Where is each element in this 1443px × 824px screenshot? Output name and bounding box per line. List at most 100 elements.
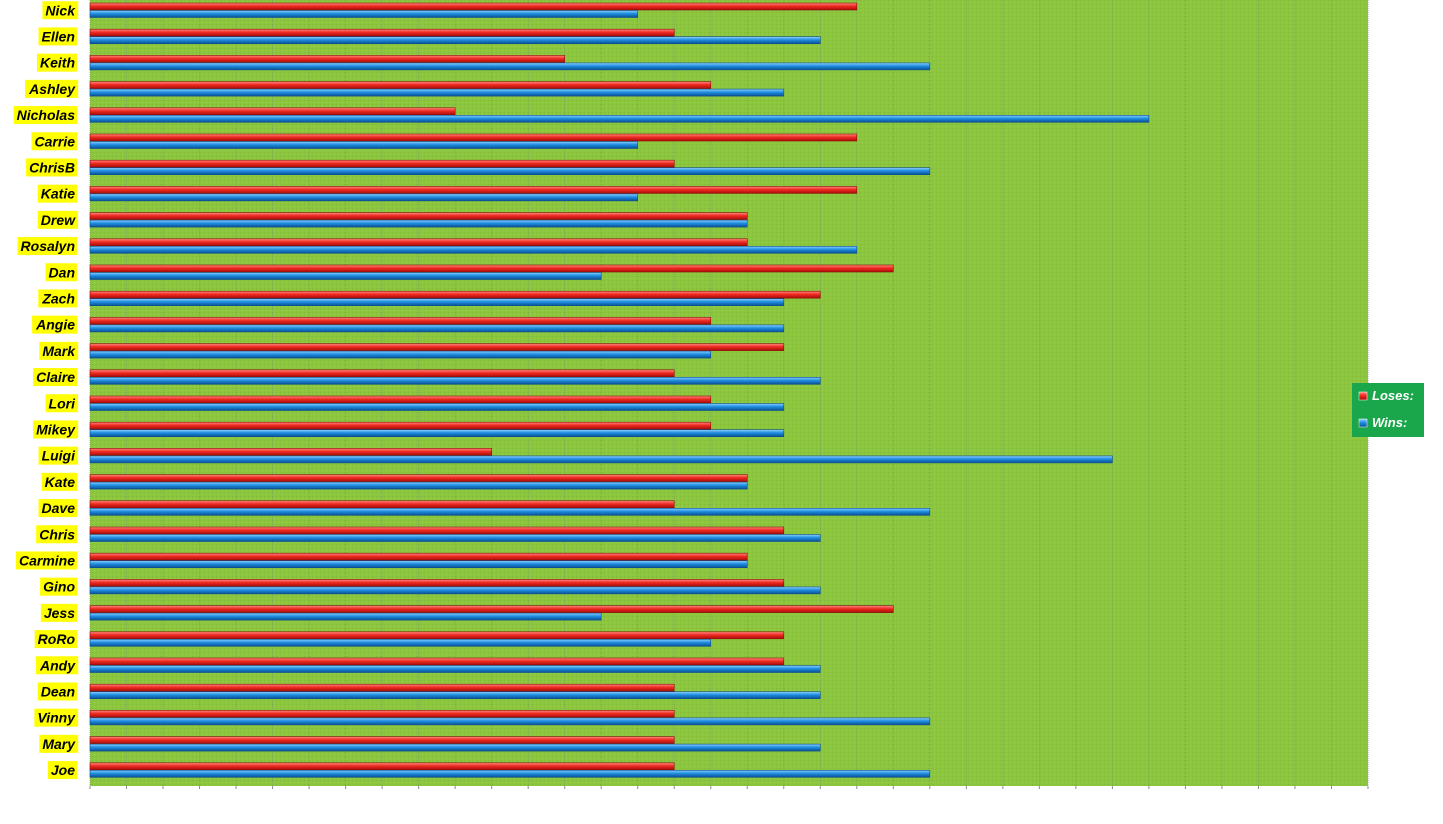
- category-label: Nicholas: [17, 107, 76, 123]
- legend-swatch-wins: [1358, 418, 1368, 428]
- loses-bar: [89, 212, 748, 220]
- legend-swatch-loses: [1358, 391, 1368, 401]
- loses-bar: [89, 421, 712, 430]
- wins-bar: [89, 665, 821, 673]
- wins-bar: [89, 62, 931, 71]
- category-label-highlight: [45, 263, 77, 282]
- wins-bar: [89, 612, 602, 621]
- loses-bar: [89, 55, 565, 63]
- wins-bar: [89, 219, 748, 228]
- loses-bar: [89, 2, 858, 11]
- loses-bar: [89, 710, 675, 718]
- category-label: Carmine: [19, 552, 75, 568]
- loses-bar: [89, 657, 785, 666]
- category-label-highlight: [33, 420, 79, 439]
- loses-bar: [89, 448, 492, 456]
- category-label: Angie: [35, 317, 75, 333]
- wins-bar: [89, 586, 821, 595]
- category-label-highlight: [37, 210, 79, 229]
- category-label: Ashley: [28, 81, 76, 97]
- category-label: Joe: [51, 762, 75, 778]
- category-label: Gino: [43, 579, 75, 595]
- category-label-highlight: [36, 656, 79, 675]
- wins-bar: [89, 691, 821, 700]
- category-label-highlight: [38, 289, 77, 308]
- category-label: Rosalyn: [21, 238, 75, 254]
- category-label-highlight: [41, 472, 78, 491]
- category-label: Andy: [39, 657, 76, 673]
- loses-bar: [89, 395, 712, 404]
- legend: Loses: Wins:: [1352, 383, 1424, 437]
- category-label: Kate: [45, 474, 76, 490]
- category-label: Claire: [36, 369, 75, 385]
- loses-bar: [89, 605, 894, 613]
- wins-bar: [89, 10, 639, 18]
- category-label-highlight: [47, 761, 78, 780]
- category-label: Chris: [39, 526, 75, 542]
- category-label-highlight: [15, 551, 78, 570]
- wins-bar: [89, 743, 821, 752]
- loses-bar: [89, 290, 821, 299]
- category-label-highlight: [37, 184, 78, 203]
- category-label: ChrisB: [29, 159, 75, 175]
- wins-bar: [89, 246, 858, 254]
- wins-bar: [89, 481, 748, 490]
- loses-bar: [89, 526, 785, 535]
- wins-bar: [89, 36, 821, 45]
- category-label: Jess: [44, 605, 75, 621]
- wins-bar: [89, 769, 931, 778]
- wins-bar: [89, 193, 639, 202]
- category-label-highlight: [39, 341, 79, 360]
- wins-bar: [89, 429, 785, 438]
- loses-bar: [89, 683, 675, 692]
- category-label-highlight: [33, 368, 78, 387]
- loses-bar: [89, 186, 858, 194]
- category-label-highlight: [34, 708, 79, 727]
- wins-bar: [89, 167, 931, 175]
- category-label: Carrie: [35, 133, 76, 149]
- wins-bar: [89, 324, 785, 333]
- category-label-highlight: [26, 158, 77, 177]
- plot-area: [90, 0, 1368, 786]
- category-label-highlight: [38, 446, 79, 465]
- category-label-highlight: [32, 315, 78, 334]
- category-label: Keith: [40, 55, 75, 71]
- loses-bar: [89, 238, 748, 247]
- category-label: Dave: [42, 500, 76, 516]
- category-label: Lori: [49, 395, 77, 411]
- category-label: Zach: [41, 290, 75, 306]
- wins-bar: [89, 376, 821, 385]
- legend-label-wins: Wins:: [1372, 415, 1407, 430]
- loses-bar: [89, 107, 456, 116]
- category-label-highlight: [31, 132, 78, 151]
- category-label: Dan: [49, 264, 75, 280]
- wins-bar: [89, 717, 931, 726]
- category-label-highlight: [40, 577, 78, 596]
- category-label: Mary: [42, 736, 76, 752]
- category-label: Ellen: [42, 28, 75, 44]
- loses-bar: [89, 474, 748, 482]
- wins-bar: [89, 638, 712, 647]
- loses-bar: [89, 552, 748, 561]
- category-label-highlight: [37, 53, 77, 72]
- x-axis-ticks: [89, 786, 1369, 789]
- wins-bar: [89, 350, 712, 359]
- wins-bar: [89, 298, 785, 307]
- loses-bar: [89, 500, 675, 509]
- category-label-highlight: [39, 734, 79, 753]
- category-label-highlight: [40, 603, 78, 622]
- legend-label-loses: Loses:: [1372, 388, 1414, 403]
- loses-bar: [89, 579, 785, 587]
- wins-bar: [89, 272, 602, 280]
- loses-bar: [89, 264, 894, 273]
- category-label-highlight: [25, 79, 79, 98]
- category-label-highlight: [17, 237, 77, 256]
- loses-bar: [89, 159, 675, 168]
- wins-bar: [89, 455, 1113, 464]
- wins-bar: [89, 115, 1150, 123]
- category-label: Mark: [42, 343, 76, 359]
- wins-bar: [89, 534, 821, 542]
- loses-bar: [89, 28, 675, 37]
- category-label-highlight: [34, 630, 78, 649]
